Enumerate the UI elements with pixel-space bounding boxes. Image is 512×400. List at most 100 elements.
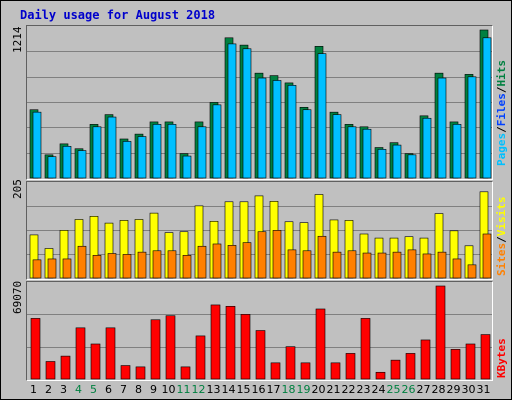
- day-label: 5: [90, 383, 97, 396]
- sites-bar: [482, 233, 492, 279]
- day-label: 21: [326, 383, 341, 396]
- sites-bar: [32, 259, 42, 279]
- kbytes-bar: [180, 366, 191, 380]
- day-label: 26: [401, 383, 416, 396]
- sites-bar: [302, 250, 312, 279]
- kbytes-bar: [210, 304, 221, 380]
- kbytes-bar: [360, 318, 371, 380]
- legend-pages: Pages: [495, 132, 508, 166]
- chart-title: Daily usage for August 2018: [20, 8, 216, 22]
- files-bar: [107, 116, 117, 179]
- sites-bar: [407, 249, 417, 279]
- files-bar: [47, 156, 57, 179]
- sites-bar: [257, 231, 267, 279]
- day-label: 15: [236, 383, 251, 396]
- day-label: 28: [431, 383, 446, 396]
- sites-bar: [77, 245, 87, 279]
- sites-bar: [377, 252, 387, 279]
- day-label: 29: [446, 383, 461, 396]
- files-bar: [377, 149, 387, 179]
- sites-bar: [152, 250, 162, 279]
- files-bar: [92, 126, 102, 179]
- sites-bar: [317, 235, 327, 279]
- day-label: 9: [150, 383, 157, 396]
- sites-bar: [167, 250, 177, 279]
- visits-sites-plot: [27, 191, 492, 279]
- visits-max-label: 205: [11, 179, 24, 199]
- sites-bar: [227, 245, 237, 279]
- sites-bar: [467, 264, 477, 279]
- day-label: 23: [356, 383, 371, 396]
- legend-files: Files: [495, 93, 508, 127]
- day-label: 4: [75, 383, 82, 396]
- kbytes-bar: [315, 308, 326, 380]
- kbytes-panel: [26, 281, 493, 381]
- day-label: 13: [206, 383, 221, 396]
- sites-bar: [347, 250, 357, 279]
- day-label: 7: [120, 383, 127, 396]
- kbytes-bar: [390, 359, 401, 380]
- kbytes-bar: [465, 343, 476, 380]
- kbytes-bar: [285, 346, 296, 380]
- legend-hits: Hits: [495, 60, 508, 87]
- visits-sites-panel: [26, 181, 493, 280]
- kbytes-bar: [105, 327, 116, 380]
- day-label: 31: [476, 383, 491, 396]
- kbytes-bar: [330, 362, 341, 380]
- files-bar: [32, 111, 42, 179]
- day-label: 3: [60, 383, 67, 396]
- kbytes-bar: [405, 353, 416, 380]
- day-label: 14: [221, 383, 236, 396]
- kbytes-bar: [75, 327, 86, 380]
- sites-bar: [242, 242, 252, 279]
- legend-visits: Visits: [495, 196, 508, 237]
- files-bar: [167, 124, 177, 179]
- kbytes-bar: [420, 339, 431, 380]
- kbytes-bar: [345, 353, 356, 380]
- hits-max-label: 1214: [11, 26, 24, 54]
- sites-bar: [422, 253, 432, 279]
- kbytes-max-label: 69070: [11, 280, 24, 314]
- kbytes-bar: [195, 335, 206, 380]
- visits-legend: Sites/Visits: [495, 196, 508, 277]
- day-label: 1: [30, 383, 37, 396]
- kbytes-bar: [135, 366, 146, 380]
- files-bar: [467, 76, 477, 179]
- files-bar: [257, 77, 267, 179]
- kbytes-bar: [90, 343, 101, 380]
- day-label: 12: [191, 383, 206, 396]
- sites-bar: [287, 249, 297, 279]
- day-label: 17: [266, 383, 281, 396]
- hits-files-pages-plot: [27, 29, 492, 179]
- kbytes-bar: [270, 362, 281, 380]
- files-bar: [422, 117, 432, 179]
- files-bar: [182, 155, 192, 179]
- kbytes-bar: [255, 330, 266, 380]
- files-bar: [272, 80, 282, 179]
- day-label: 24: [371, 383, 386, 396]
- sites-bar: [437, 251, 447, 279]
- sites-bar: [182, 255, 192, 279]
- kbytes-bar: [300, 362, 311, 380]
- files-bar: [152, 124, 162, 179]
- day-label: 11: [176, 383, 191, 396]
- files-bar: [392, 144, 402, 179]
- kbytes-bar: [45, 361, 56, 380]
- day-label: 22: [341, 383, 356, 396]
- kbytes-bar: [30, 318, 41, 380]
- day-label: 6: [105, 383, 112, 396]
- files-bar: [122, 141, 132, 179]
- kbytes-bar: [480, 334, 491, 380]
- sites-bar: [137, 251, 147, 279]
- kbytes-bar: [435, 285, 446, 380]
- files-bar: [347, 126, 357, 179]
- day-label: 20: [311, 383, 326, 396]
- day-label: 27: [416, 383, 431, 396]
- files-bar: [437, 77, 447, 179]
- kbytes-plot: [27, 285, 492, 380]
- day-label: 16: [251, 383, 266, 396]
- kbytes-bar: [225, 305, 236, 380]
- legend-sites: Sites: [495, 242, 508, 276]
- files-bar: [137, 136, 147, 179]
